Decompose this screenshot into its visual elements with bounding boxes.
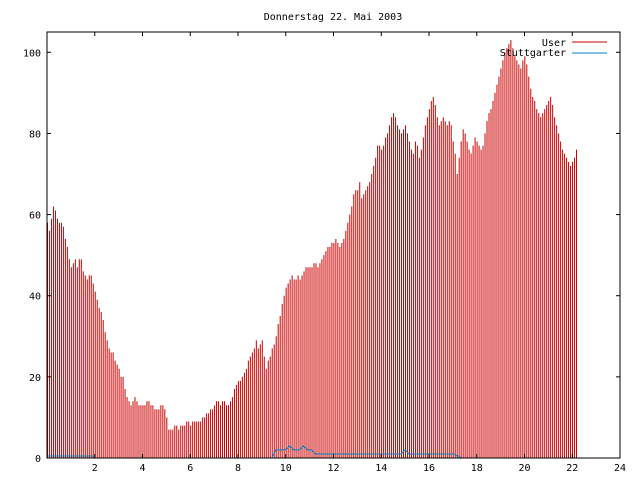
chart-title: Donnerstag 22. Mai 2003 [264, 12, 402, 23]
x-tick-label: 16 [423, 463, 435, 474]
x-tick-label: 24 [614, 463, 626, 474]
x-tick-label: 4 [139, 463, 145, 474]
legend-label-user: User [542, 38, 566, 49]
y-tick-label: 60 [29, 211, 41, 222]
y-tick-label: 40 [29, 292, 41, 303]
legend: User Stuttgarter [500, 38, 607, 59]
x-tick-label: 18 [471, 463, 483, 474]
y-tick-label: 80 [29, 129, 41, 140]
x-tick-label: 6 [187, 463, 193, 474]
y-axis: 0 20 40 60 80 100 [23, 48, 620, 465]
x-tick-label: 22 [566, 463, 578, 474]
x-tick-label: 2 [92, 463, 98, 474]
x-tick-label: 8 [235, 463, 241, 474]
x-tick-label: 12 [327, 463, 339, 474]
y-tick-label: 100 [23, 48, 41, 59]
y-tick-label: 20 [29, 373, 41, 384]
x-tick-label: 10 [280, 463, 292, 474]
legend-label-stuttgarter: Stuttgarter [500, 48, 566, 59]
y-tick-label: 0 [35, 454, 41, 465]
x-tick-label: 14 [375, 463, 387, 474]
bars-layer [47, 40, 578, 458]
x-axis: 2 4 6 8 10 12 14 16 18 20 22 24 [92, 32, 626, 474]
x-tick-label: 20 [518, 463, 530, 474]
